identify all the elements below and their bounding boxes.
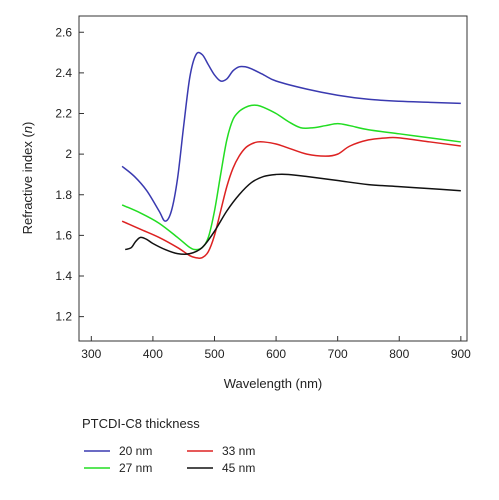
y-axis-title: Refractive index (n) — [20, 122, 35, 235]
legend: PTCDI-C8 thickness 20 nm 33 nm 27 nm 45 … — [82, 416, 255, 475]
x-tick-label: 500 — [204, 347, 224, 361]
legend-label-33nm: 33 nm — [222, 444, 255, 458]
x-tick-label: 300 — [81, 347, 101, 361]
y-tick-label: 2.4 — [55, 66, 72, 80]
series-layer — [121, 51, 461, 260]
legend-label-27nm: 27 nm — [119, 461, 152, 475]
legend-label-45nm: 45 nm — [222, 461, 255, 475]
legend-label-20nm: 20 nm — [119, 444, 152, 458]
y-tick-label: 2.6 — [55, 25, 72, 39]
y-tick-label: 1.2 — [55, 310, 72, 324]
series-line-45nm — [124, 173, 461, 256]
x-tick-label: 700 — [328, 347, 348, 361]
x-tick-label: 600 — [266, 347, 286, 361]
plot-frame — [78, 15, 468, 342]
y-tick-label: 1.6 — [55, 228, 72, 242]
y-axis-title-variable: n — [20, 126, 35, 133]
x-tick-label: 800 — [389, 347, 409, 361]
y-tick-label: 2.2 — [55, 107, 72, 121]
x-tick-label: 900 — [451, 347, 471, 361]
y-tick-label: 1.4 — [55, 269, 72, 283]
y-axis-title-end: ) — [20, 122, 35, 126]
y-tick-label: 2 — [65, 147, 72, 161]
y-axis-title-main: Refractive index ( — [20, 133, 35, 235]
legend-title: PTCDI-C8 thickness — [82, 416, 200, 431]
ticks-layer: 300 400 500 600 700 800 900 1.2 1.4 1.6 1.8 2 2.2 2.4… — [55, 25, 471, 361]
x-axis-title: Wavelength (nm) — [224, 376, 323, 391]
series-line-33nm — [121, 136, 461, 260]
y-tick-label: 1.8 — [55, 188, 72, 202]
x-tick-label: 400 — [143, 347, 163, 361]
series-line-20nm — [121, 51, 461, 222]
series-line-27nm — [121, 104, 461, 251]
